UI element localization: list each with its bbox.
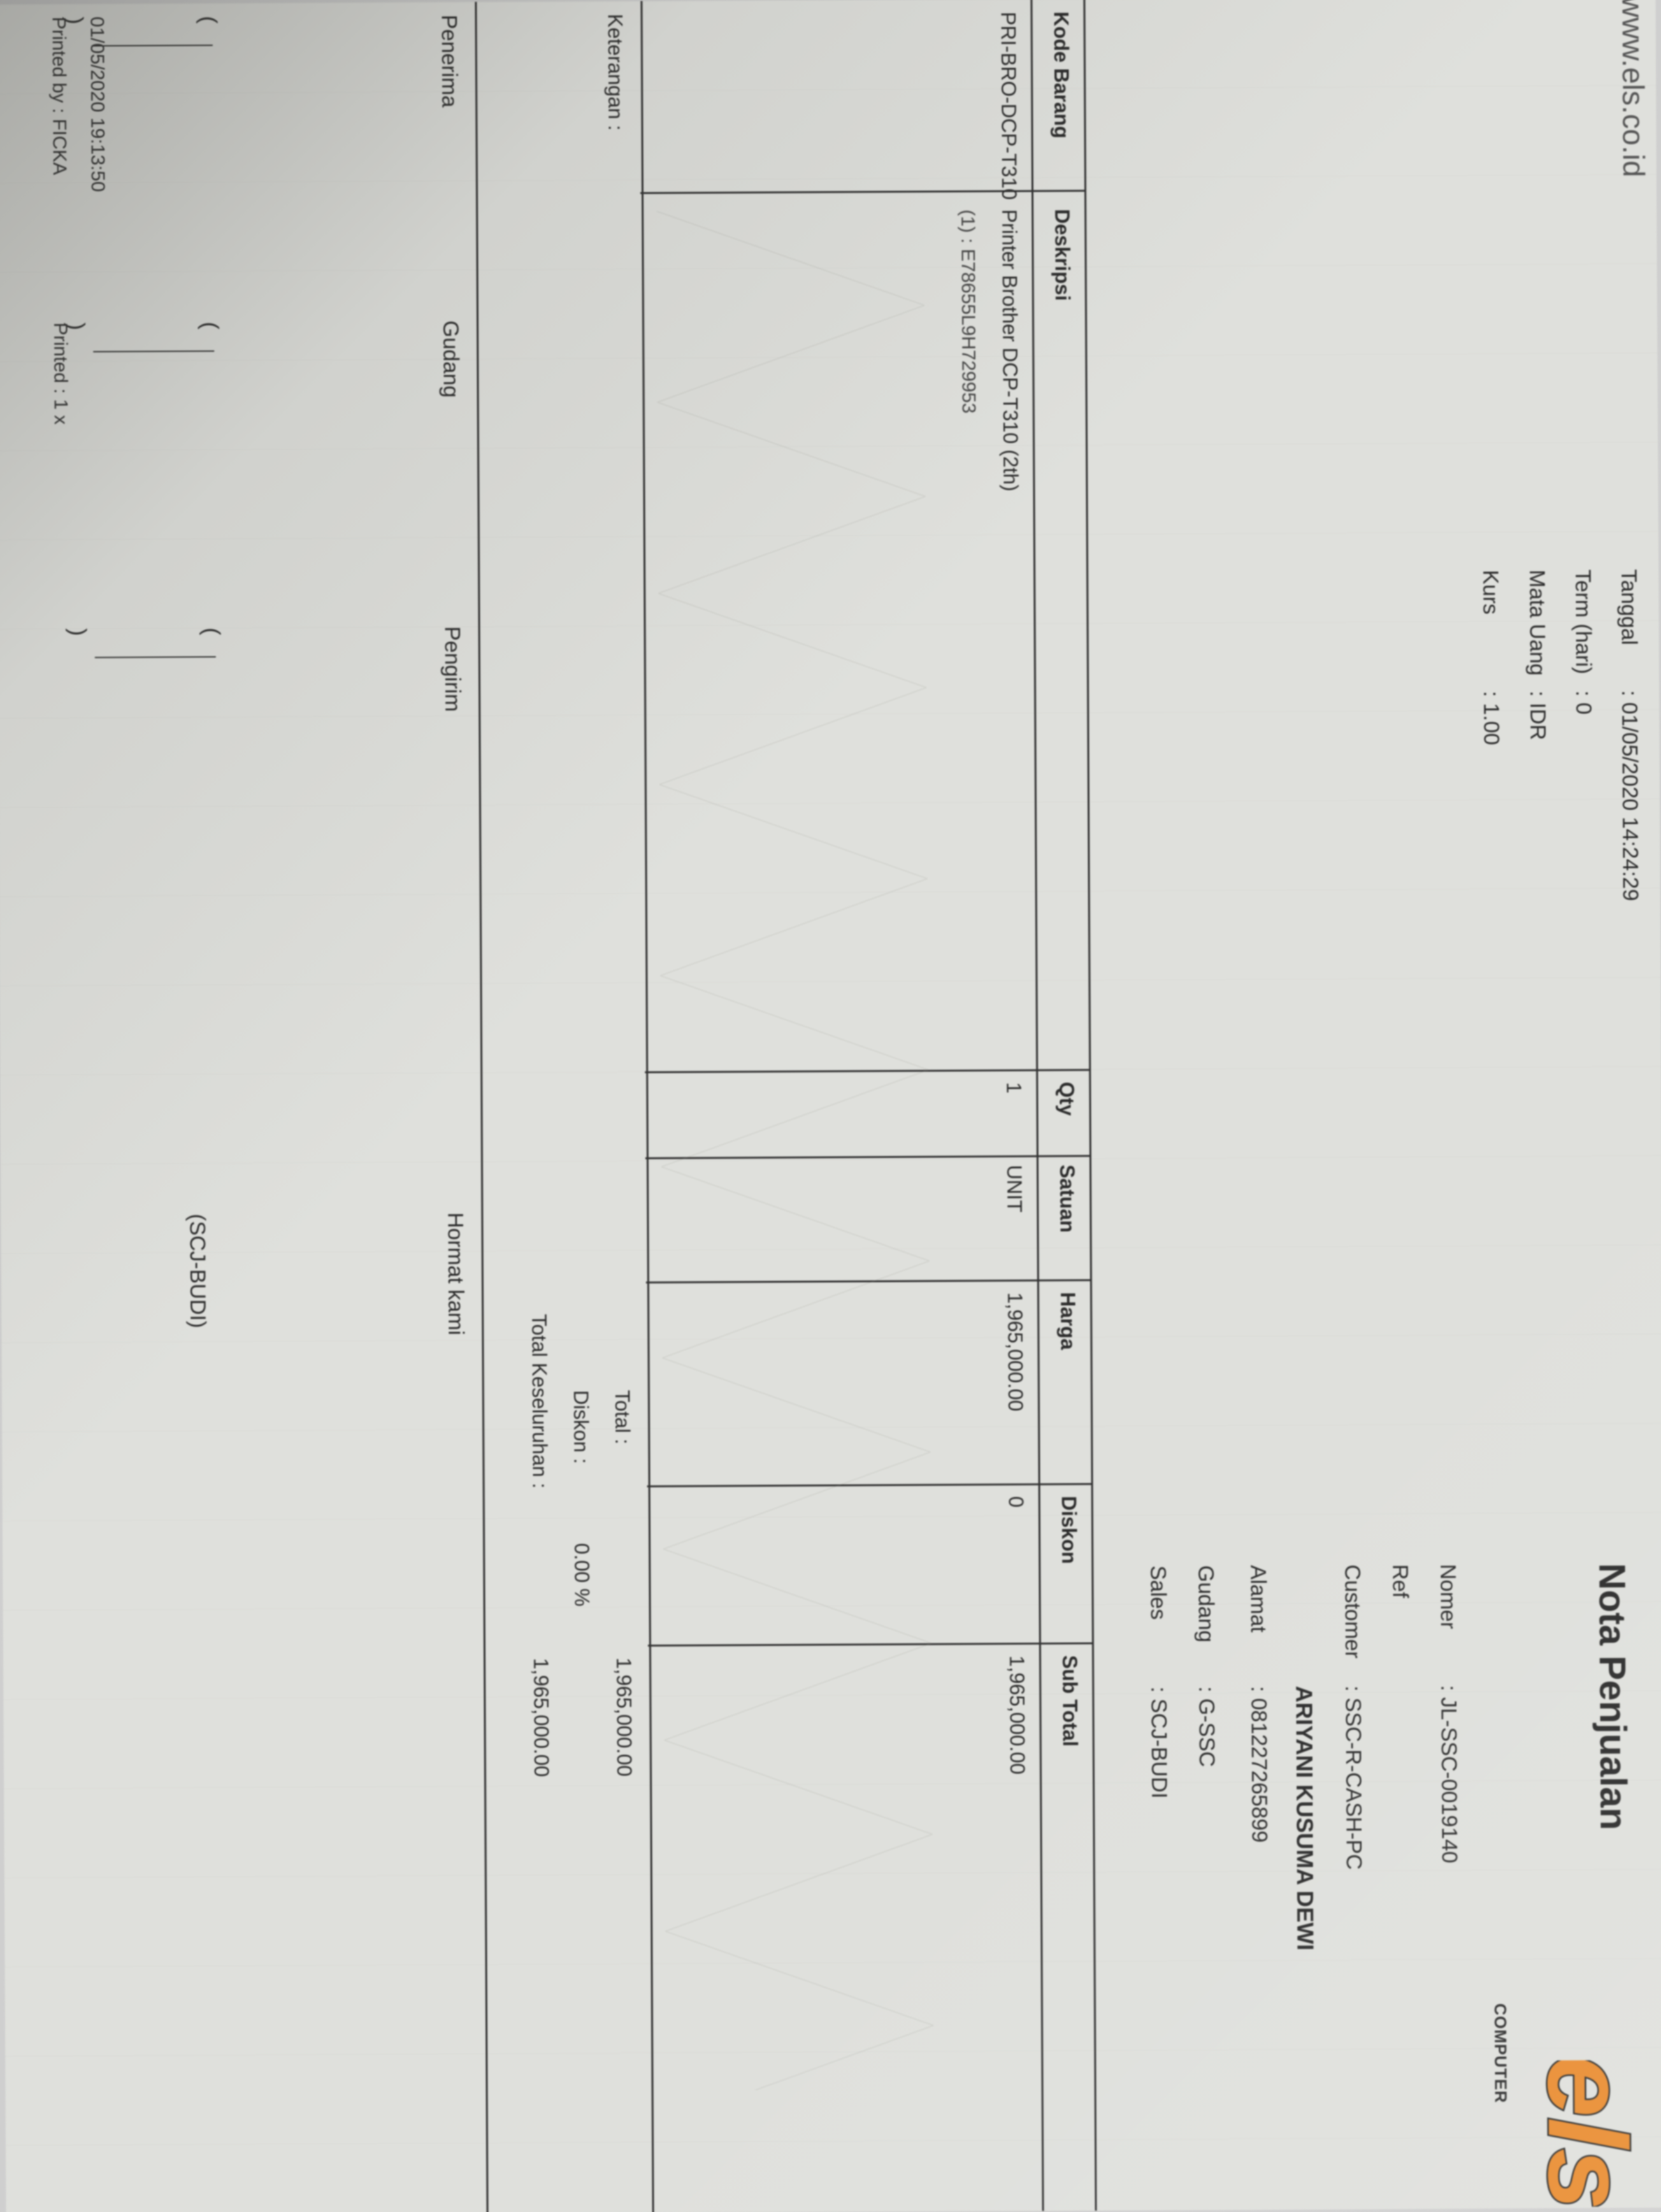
svg-text:els: els — [1524, 2060, 1649, 2207]
